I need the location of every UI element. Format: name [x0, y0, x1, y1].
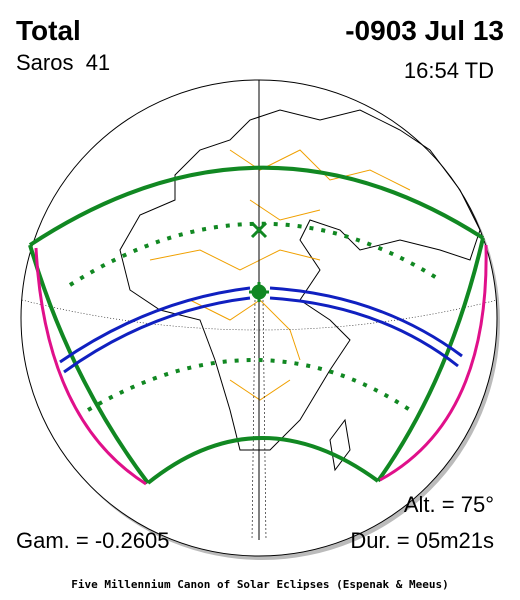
altitude: Alt. = 75°: [404, 492, 494, 517]
penumbra-limits: [28, 165, 485, 485]
eclipse-type: Total: [16, 15, 81, 46]
eclipse-date: -0903 Jul 13: [345, 15, 504, 46]
rise-set-curves: [34, 244, 488, 486]
gamma: Gam. = -0.2605: [16, 528, 169, 553]
time: 16:54 TD: [404, 58, 494, 83]
duration: Dur. = 05m21s: [350, 528, 494, 553]
markers: [249, 221, 269, 302]
maximum-lines: [68, 221, 442, 412]
saros: Saros 41: [16, 50, 110, 75]
axis-lines: [251, 299, 267, 541]
footer: Five Millennium Canon of Solar Eclipses …: [71, 578, 449, 591]
equator: [21, 299, 498, 331]
coastlines: [119, 109, 481, 472]
totality-path: [59, 286, 463, 374]
